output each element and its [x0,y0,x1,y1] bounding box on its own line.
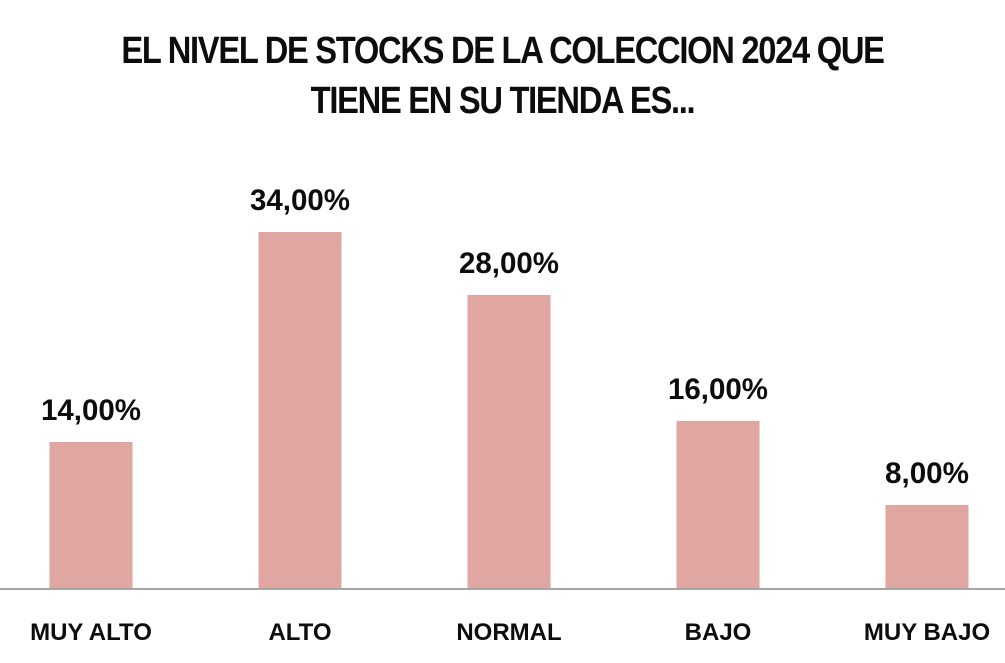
bar-normal [467,295,551,589]
bar-bajo [676,421,760,589]
bar-alto [258,232,342,589]
category-label: MUY BAJO [864,619,990,646]
chart-title: EL NIVEL DE STOCKS DE LA COLECCION 2024 … [70,26,934,126]
bar-value-label: 14,00% [41,394,141,427]
category-label: MUY ALTO [30,619,152,646]
category-label: ALTO [268,619,331,646]
bar-value-label: 8,00% [885,457,969,490]
labels-layer: 14,00% MUY ALTO 34,00% ALTO 28,00% NORMAL 16,0… [30,184,990,646]
bar-value-label: 34,00% [250,184,350,217]
chart-title-line-2: TIENE EN SU TIENDA ES... [310,80,696,122]
bar-muy-alto [49,442,133,589]
bar-value-label: 16,00% [668,373,768,406]
category-label: BAJO [685,619,752,646]
bar-value-label: 28,00% [459,247,559,280]
bar-muy-bajo [885,505,969,589]
category-label: NORMAL [456,619,561,646]
bars-layer [49,232,969,589]
chart-title-line-1: EL NIVEL DE STOCKS DE LA COLECCION 2024 … [121,30,885,72]
